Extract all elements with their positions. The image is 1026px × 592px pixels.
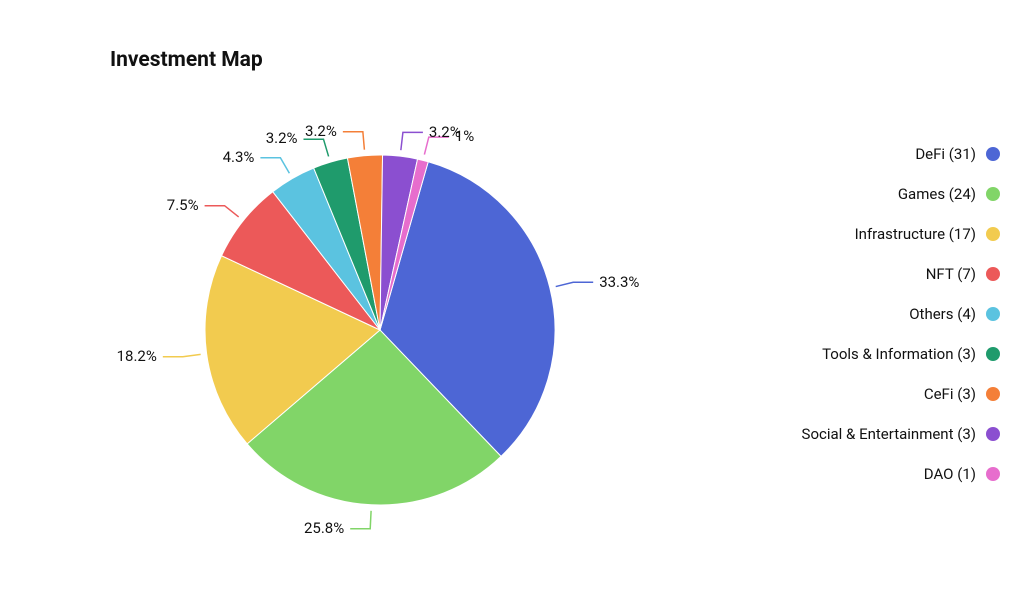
legend-item: Tools & Information (3) — [802, 345, 1000, 363]
slice-percent-label: 4.3% — [223, 148, 255, 166]
legend-item: DAO (1) — [802, 465, 1000, 483]
slice-percent-label: 7.5% — [167, 196, 199, 214]
legend-swatch — [986, 347, 1000, 361]
leader-line — [303, 139, 328, 156]
legend-label: Tools & Information (3) — [822, 345, 976, 363]
slice-percent-label: 33.3% — [599, 273, 639, 291]
leader-line — [163, 354, 201, 356]
legend-label: Social & Entertainment (3) — [802, 425, 976, 443]
legend-swatch — [986, 187, 1000, 201]
legend-label: DeFi (31) — [915, 145, 976, 163]
legend-item: Infrastructure (17) — [802, 225, 1000, 243]
legend-label: CeFi (3) — [924, 385, 976, 403]
legend-swatch — [986, 467, 1000, 481]
chart-container: Investment Map 33.3% 25.8% 18.2% 7.5% 4.3% 3.… — [0, 0, 1026, 592]
leader-line — [556, 282, 593, 286]
legend-item: CeFi (3) — [802, 385, 1000, 403]
slice-percent-label: 18.2% — [117, 347, 157, 365]
leader-line — [343, 132, 365, 150]
legend-swatch — [986, 147, 1000, 161]
chart-title: Investment Map — [110, 48, 263, 72]
legend-label: Games (24) — [898, 185, 976, 203]
slice-percent-label: 3.2% — [266, 129, 298, 147]
legend-item: NFT (7) — [802, 265, 1000, 283]
slice-percent-label: 1% — [455, 127, 474, 145]
legend: DeFi (31) Games (24) Infrastructure (17) NF… — [802, 145, 1000, 483]
legend-swatch — [986, 307, 1000, 321]
legend-item: Games (24) — [802, 185, 1000, 203]
legend-item: Others (4) — [802, 305, 1000, 323]
legend-swatch — [986, 267, 1000, 281]
pie-chart — [205, 155, 555, 505]
leader-line — [350, 511, 371, 529]
leader-line — [401, 132, 423, 150]
legend-label: Infrastructure (17) — [855, 225, 976, 243]
legend-item: Social & Entertainment (3) — [802, 425, 1000, 443]
legend-swatch — [986, 427, 1000, 441]
legend-swatch — [986, 227, 1000, 241]
legend-label: NFT (7) — [926, 265, 976, 283]
legend-swatch — [986, 387, 1000, 401]
legend-label: DAO (1) — [924, 465, 976, 483]
legend-label: Others (4) — [909, 305, 976, 323]
slice-percent-label: 25.8% — [304, 519, 344, 537]
slice-percent-label: 3.2% — [305, 122, 337, 140]
legend-item: DeFi (31) — [802, 145, 1000, 163]
